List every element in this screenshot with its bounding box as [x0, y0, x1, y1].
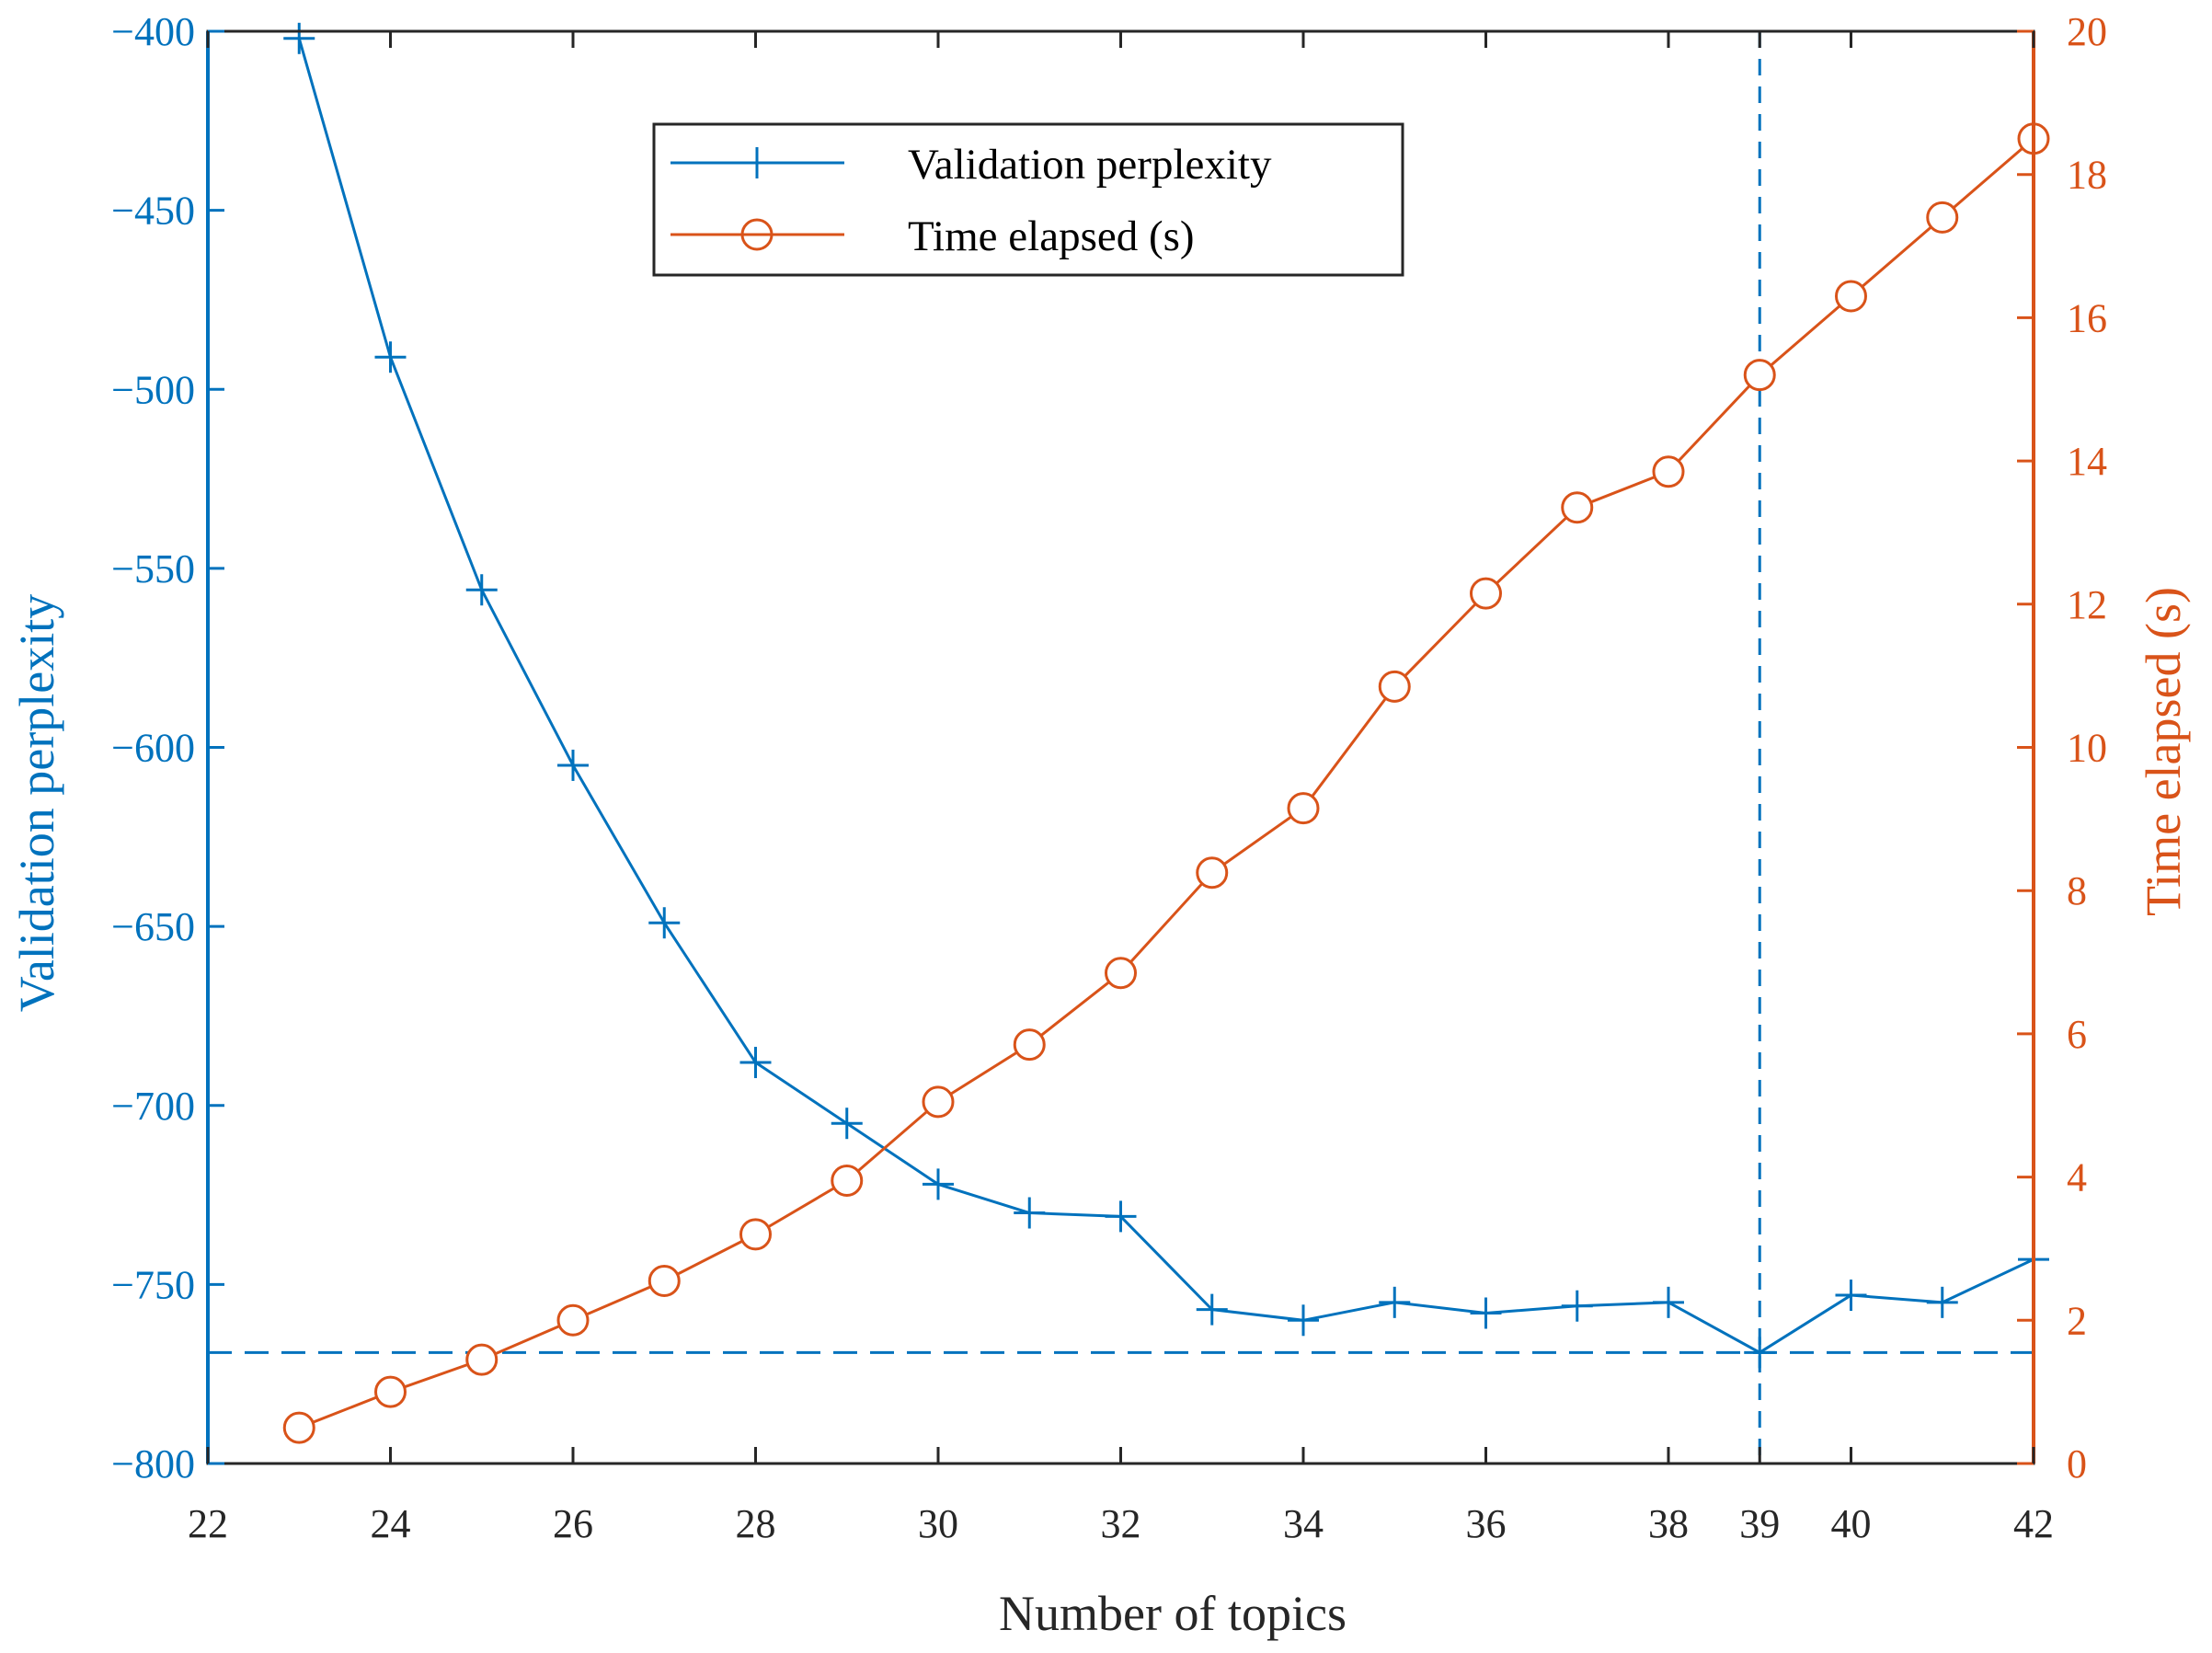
y2-tick-label: 6 [2067, 1012, 2087, 1057]
data-point-plus [374, 341, 407, 373]
x-tick-label: 34 [1283, 1501, 1324, 1546]
data-point-circle [1835, 280, 1867, 313]
x-tick-label: 40 [1831, 1501, 1872, 1546]
data-point-circle [465, 1343, 499, 1376]
y-tick-label: −700 [111, 1084, 195, 1129]
data-point-circle [922, 1085, 955, 1119]
data-point-plus [923, 1168, 954, 1200]
data-point-circle [282, 1411, 315, 1444]
data-point-circle [831, 1164, 864, 1197]
y-tick-label: −600 [111, 726, 195, 771]
x-tick-label: 42 [2013, 1501, 2054, 1546]
data-point-circle [1378, 670, 1411, 703]
data-point-plus [739, 1047, 772, 1079]
y-tick-label: −400 [111, 9, 195, 54]
y2-tick-label: 20 [2067, 9, 2107, 54]
data-point-circle [1470, 577, 1502, 610]
x-tick-label: 24 [371, 1501, 411, 1546]
reference-lines [208, 31, 2034, 1464]
data-point-circle [1287, 792, 1320, 825]
y-tick-label: −450 [111, 189, 195, 234]
y2-axis-title: Time elapsed (s) [2136, 587, 2191, 916]
x-tick-label: 36 [1466, 1501, 1507, 1546]
x-tick-label: 26 [553, 1501, 593, 1546]
data-point-plus [1835, 1280, 1867, 1312]
data-point-circle [739, 1218, 772, 1251]
y-tick-label: −800 [111, 1441, 195, 1487]
axes-layer: −400−450−500−550−600−650−700−750−800 0246… [111, 9, 2107, 1546]
x-tick-label: 32 [1101, 1501, 1141, 1546]
data-point-plus [557, 749, 589, 781]
data-point-circle [374, 1375, 407, 1408]
data-point-plus [1014, 1197, 1046, 1229]
data-point-circle [1743, 359, 1776, 392]
data-point-plus [465, 574, 498, 606]
data-point-plus [283, 22, 315, 54]
y2-tick-label: 18 [2067, 153, 2107, 198]
data-point-plus [1561, 1290, 1593, 1322]
y2-tick-label: 8 [2067, 868, 2087, 913]
y-tick-label: −500 [111, 367, 195, 412]
legend-box [652, 122, 1404, 277]
series-layer [282, 22, 2050, 1444]
series-line-validation-perplexity [297, 38, 2034, 1354]
series-line-time-elapsed [298, 137, 2034, 1429]
data-point-circle [1561, 491, 1594, 524]
data-point-plus [1105, 1200, 1137, 1233]
legend-marker-plus [741, 147, 773, 178]
y-tick-label: −650 [111, 904, 195, 949]
data-point-plus [1288, 1304, 1319, 1337]
data-point-circle [1926, 201, 1959, 234]
data-point-plus [1470, 1297, 1502, 1329]
x-tick-label: 38 [1648, 1501, 1689, 1546]
data-point-plus [1196, 1293, 1228, 1326]
y-tick-label: −750 [111, 1262, 195, 1307]
legend-label-validation-perplexity: Validation perplexity [908, 141, 1272, 189]
legend: Validation perplexity Time elapsed (s) [652, 122, 1404, 277]
x-tick-label: 39 [1739, 1501, 1780, 1546]
x-axis-title: Number of topics [999, 1586, 1347, 1641]
data-point-plus [1926, 1286, 1958, 1318]
y-tick-label: −550 [111, 546, 195, 591]
y-axis-title: Validation perplexity [9, 594, 64, 1012]
y2-tick-label: 0 [2067, 1441, 2087, 1487]
x-tick-label: 22 [188, 1501, 228, 1546]
data-point-circle [648, 1264, 681, 1297]
data-point-plus [831, 1108, 863, 1140]
data-point-plus [1653, 1286, 1684, 1318]
legend-label-time-elapsed: Time elapsed (s) [908, 212, 1195, 260]
y2-tick-label: 16 [2067, 295, 2107, 340]
y2-tick-label: 2 [2067, 1298, 2087, 1343]
y2-tick-label: 4 [2067, 1155, 2087, 1200]
data-point-circle [1652, 455, 1685, 488]
x-tick-label: 30 [918, 1501, 958, 1546]
data-point-plus [1379, 1286, 1411, 1318]
y2-tick-label: 10 [2067, 726, 2107, 771]
x-tick-label: 28 [736, 1501, 776, 1546]
data-point-circle [1013, 1028, 1046, 1062]
data-point-circle [556, 1303, 590, 1337]
y2-tick-label: 12 [2067, 582, 2107, 627]
data-point-circle [1105, 957, 1137, 990]
y2-tick-label: 14 [2067, 439, 2107, 484]
data-point-plus [648, 907, 681, 939]
legend-marker-circle [740, 218, 774, 251]
data-point-circle [1196, 856, 1229, 890]
data-point-plus [1744, 1337, 1776, 1369]
